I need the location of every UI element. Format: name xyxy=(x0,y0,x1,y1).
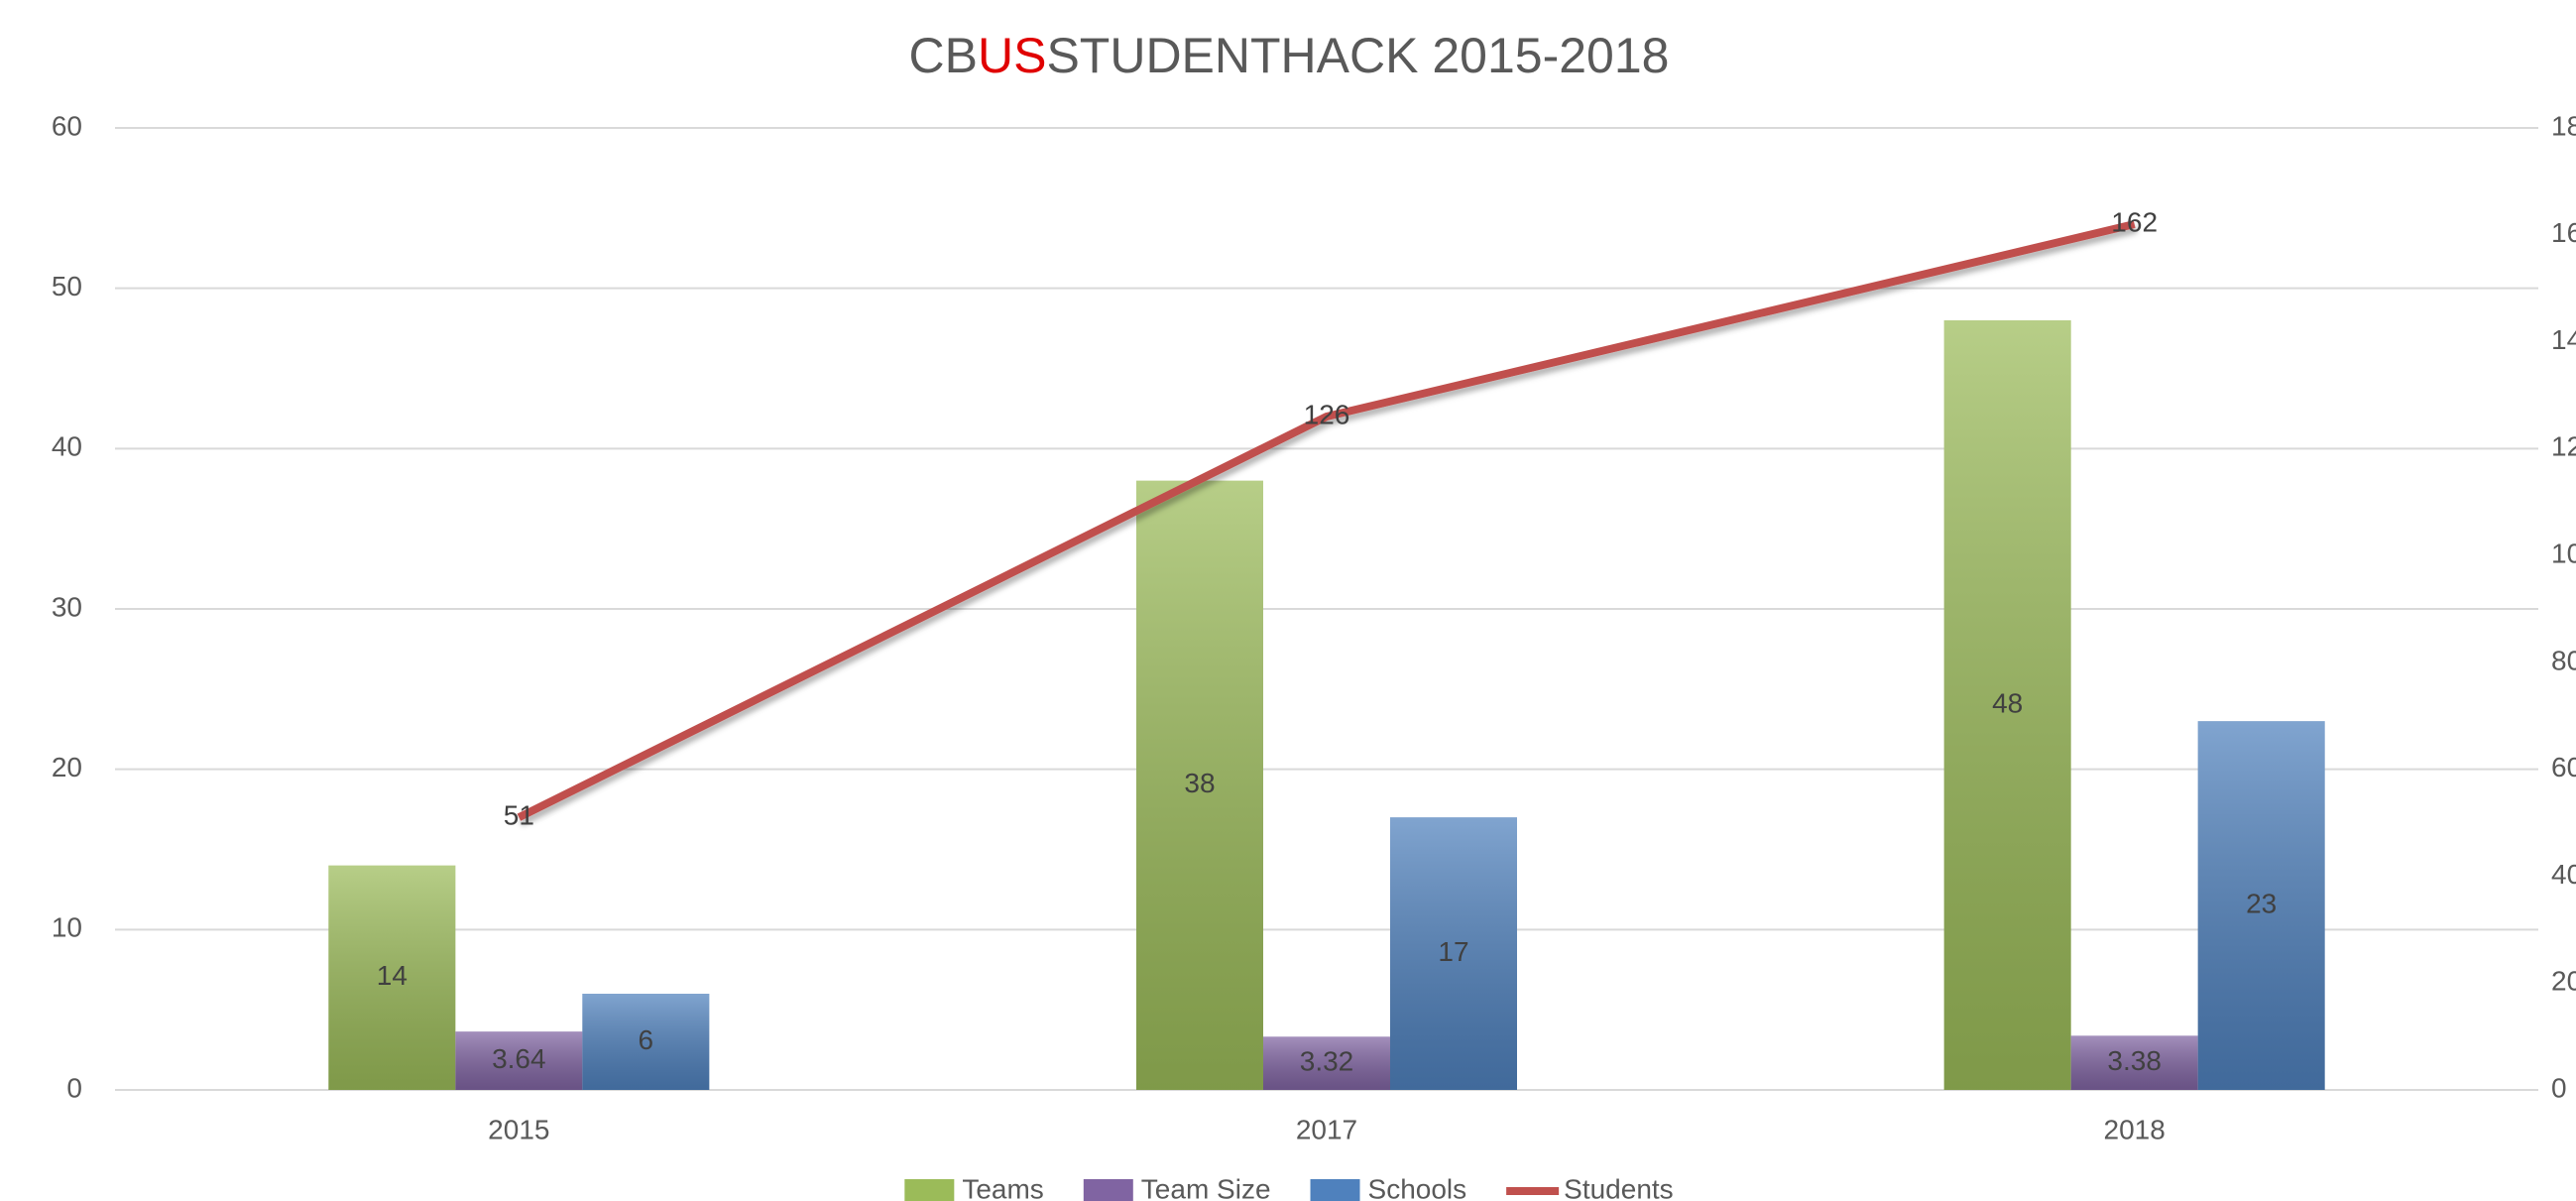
y-tick-label: 20 xyxy=(52,752,82,782)
bar-shade xyxy=(1263,1036,1390,1090)
data-label: 3.32 xyxy=(1300,1046,1354,1077)
bar-shade xyxy=(1390,817,1517,1090)
bar-group xyxy=(1263,1036,1390,1090)
bar-group xyxy=(1943,320,2071,1090)
y2-tick-label: 100 xyxy=(2551,539,2576,569)
data-label: 51 xyxy=(504,800,534,831)
legend-label: Students xyxy=(1564,1173,1674,1201)
bar-group xyxy=(1390,817,1517,1090)
data-label: 6 xyxy=(639,1024,654,1055)
data-label: 17 xyxy=(1438,936,1468,967)
x-tick-label: 2015 xyxy=(488,1114,549,1144)
title-part: US xyxy=(978,28,1046,83)
chart-title: CBUSSTUDENTHACK 2015-2018 xyxy=(909,28,1670,83)
bar-group xyxy=(1136,480,1263,1091)
legend-swatch xyxy=(1310,1179,1360,1201)
y-tick-label: 0 xyxy=(66,1072,82,1103)
legend: Teams Team Size Schools Students xyxy=(904,1173,1674,1201)
legend-label: Teams xyxy=(962,1173,1043,1201)
bar-shade xyxy=(582,994,710,1090)
bar-shade xyxy=(1136,480,1263,1091)
legend-swatch xyxy=(904,1179,955,1201)
bar-group xyxy=(2197,721,2325,1090)
legend-label: Team Size xyxy=(1141,1173,1271,1201)
bar-shade xyxy=(2197,721,2325,1090)
legend-label: Schools xyxy=(1368,1173,1467,1201)
y2-tick-label: 120 xyxy=(2551,431,2576,462)
y-tick-label: 30 xyxy=(52,591,82,622)
bar-group xyxy=(582,994,710,1090)
y2-tick-label: 180 xyxy=(2551,110,2576,141)
y2-tick-label: 60 xyxy=(2551,752,2576,782)
y-tick-label: 40 xyxy=(52,431,82,462)
legend-swatch xyxy=(1083,1179,1133,1201)
x-tick-label: 2018 xyxy=(2104,1114,2166,1144)
bar-group xyxy=(328,865,456,1090)
data-label: 14 xyxy=(377,960,408,991)
data-label: 23 xyxy=(2246,888,2277,918)
y-tick-label: 60 xyxy=(52,110,82,141)
y2-tick-label: 80 xyxy=(2551,645,2576,675)
y-tick-label: 50 xyxy=(52,271,82,301)
bar-shade xyxy=(328,865,456,1090)
title-part: STUDENTHACK 2015-2018 xyxy=(1046,28,1669,83)
y-tick-label: 10 xyxy=(52,912,82,943)
data-label: 162 xyxy=(2111,206,2158,237)
y2-tick-label: 20 xyxy=(2551,966,2576,997)
bar-shade xyxy=(2070,1035,2198,1090)
data-label: 3.64 xyxy=(492,1043,546,1074)
data-label: 38 xyxy=(1184,768,1215,798)
line xyxy=(517,220,2136,821)
data-label: 48 xyxy=(1992,687,2023,718)
title-part: CB xyxy=(909,28,978,83)
bar-shade xyxy=(1943,320,2071,1090)
y2-tick-label: 140 xyxy=(2551,324,2576,355)
bar-group xyxy=(455,1031,583,1090)
y2-tick-label: 40 xyxy=(2551,859,2576,890)
bar-group xyxy=(2070,1035,2198,1090)
x-tick-label: 2017 xyxy=(1296,1114,1357,1144)
bar-shade xyxy=(455,1031,583,1090)
y2-tick-label: 160 xyxy=(2551,217,2576,248)
data-label: 126 xyxy=(1304,399,1350,429)
data-label: 3.38 xyxy=(2107,1045,2162,1076)
y2-tick-label: 0 xyxy=(2551,1072,2567,1103)
